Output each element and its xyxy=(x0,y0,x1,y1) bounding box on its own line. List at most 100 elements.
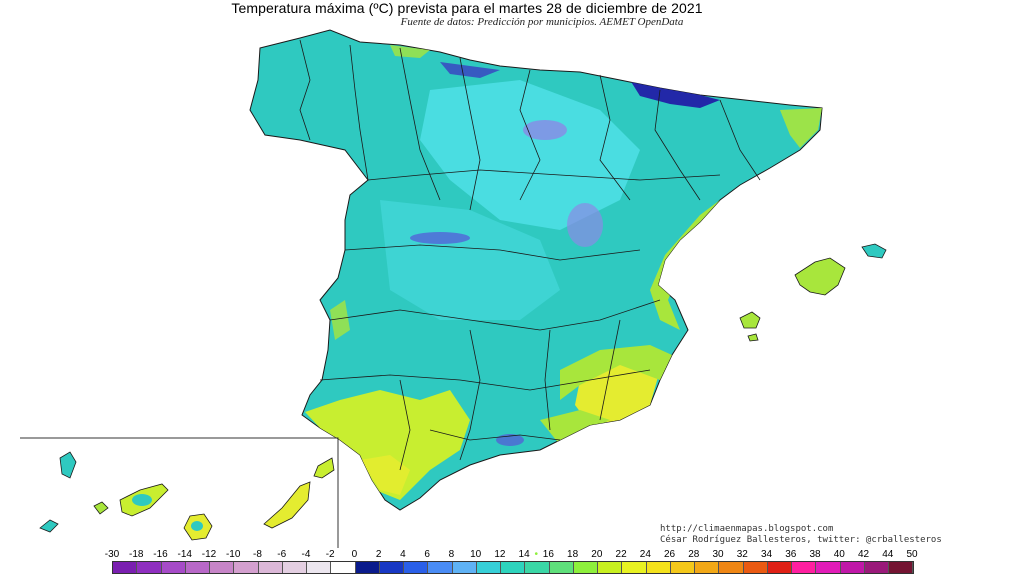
pyrenees-cold xyxy=(630,80,720,108)
legend-tick: 22 xyxy=(615,549,627,560)
legend-tick: -4 xyxy=(301,549,311,560)
island-formentera xyxy=(747,333,759,342)
legend-tick: -2 xyxy=(325,549,335,560)
canary-inset xyxy=(20,437,339,548)
legend-tick: 40 xyxy=(833,549,845,560)
legend-swatch xyxy=(258,562,283,573)
legend-swatch xyxy=(379,562,404,573)
legend-swatch xyxy=(282,562,307,573)
warm-zone-murcia-outer xyxy=(560,345,672,400)
cold-spot-iberico xyxy=(523,120,567,140)
legend-tick: 4 xyxy=(400,549,406,560)
legend-tick: -18 xyxy=(129,549,144,560)
legend-labels: -30 -18 -16 -14 -12 -10 -8 -6 -4 -2 0 2 4 6 8 10 12 14 16 1… xyxy=(0,549,1024,561)
legend-tick: -14 xyxy=(177,549,192,560)
legend-swatch xyxy=(452,562,477,573)
legend-tick: 28 xyxy=(688,549,700,560)
island-el-hierro xyxy=(39,519,59,533)
legend-tick: 16 xyxy=(542,549,554,560)
legend-swatch xyxy=(573,562,598,573)
legend-tick: 24 xyxy=(639,549,651,560)
map-title: Temperatura máxima (ºC) prevista para el… xyxy=(231,0,703,16)
legend-tick: 34 xyxy=(760,549,773,560)
legend-swatch xyxy=(185,562,210,573)
legend-tick: -8 xyxy=(253,549,262,560)
credit-url: http://climaenmapas.blogspot.com xyxy=(660,524,834,534)
island-ibiza xyxy=(739,311,761,329)
legend-swatch xyxy=(331,562,356,573)
legend-swatch xyxy=(598,562,623,573)
legend-swatch xyxy=(525,562,550,573)
legend-tick: -30 xyxy=(104,549,120,560)
legend-swatch xyxy=(840,562,865,573)
legend-swatch xyxy=(743,562,768,573)
island-lanzarote xyxy=(313,457,335,479)
warm-zone-andalucia xyxy=(305,390,470,500)
legend-tick: 36 xyxy=(785,549,797,560)
legend-tick: -16 xyxy=(153,549,168,560)
legend-swatch xyxy=(307,562,332,573)
legend-tick: 10 xyxy=(470,549,482,560)
warm-zone-huelva xyxy=(360,455,410,495)
legend-tick: 44 xyxy=(882,549,894,560)
legend-swatch xyxy=(646,562,671,573)
gran-canaria-interior xyxy=(191,521,203,531)
credit-author: César Rodríguez Ballesteros, twitter: @c… xyxy=(660,535,942,545)
credit-block: http://climaenmapas.blogspot.com César R… xyxy=(660,524,942,546)
legend-swatch xyxy=(234,562,259,573)
legend-color-bar xyxy=(112,561,914,574)
legend-tick: 30 xyxy=(712,549,724,560)
map-subtitle: Fuente de datos: Predicción por municipi… xyxy=(400,16,684,28)
legend-tick: -10 xyxy=(225,549,241,560)
island-mallorca xyxy=(794,257,846,296)
legend-tick: -6 xyxy=(277,549,287,560)
balearic-islands xyxy=(739,243,887,342)
legend-tick: 12 xyxy=(494,549,506,560)
legend-swatch xyxy=(549,562,574,573)
legend-swatch xyxy=(670,562,695,573)
legend-tick: 8 xyxy=(448,549,455,560)
legend-tick: 50 xyxy=(906,549,918,560)
cold-spot-central xyxy=(567,203,603,247)
cool-zone-north xyxy=(420,80,640,230)
legend-swatch xyxy=(767,562,792,573)
warm-zone-galicia xyxy=(330,300,350,340)
island-fuerteventura xyxy=(263,481,311,529)
legend-swatch xyxy=(137,562,162,573)
legend-swatch xyxy=(719,562,744,573)
legend-tick: 0 xyxy=(351,549,358,560)
island-la-palma xyxy=(59,451,77,479)
legend-marker: • xyxy=(534,549,538,560)
legend-swatch xyxy=(210,562,235,573)
inset-frame xyxy=(20,437,339,548)
cold-spot-gredos xyxy=(410,232,470,244)
legend-tick: -12 xyxy=(201,549,217,560)
peninsula xyxy=(249,29,823,511)
legend-swatch xyxy=(161,562,186,573)
legend-swatch xyxy=(476,562,501,573)
legend-tick: 2 xyxy=(375,549,382,560)
province-borders xyxy=(299,39,761,471)
legend-swatch xyxy=(816,562,841,573)
legend-swatch xyxy=(864,562,889,573)
legend-swatch xyxy=(501,562,526,573)
legend-swatch xyxy=(113,562,138,573)
legend-swatch xyxy=(428,562,453,573)
legend-tick: 14 xyxy=(518,549,530,560)
legend-tick: 6 xyxy=(424,549,430,560)
legend-tick: 18 xyxy=(567,549,579,560)
cantabrian-cold xyxy=(440,62,500,78)
legend-tick: 38 xyxy=(809,549,821,560)
warm-zone-almeria xyxy=(540,410,610,445)
legend-swatch xyxy=(355,562,380,573)
legend-tick: 42 xyxy=(857,549,870,560)
legend-tick: 32 xyxy=(736,549,748,560)
legend-swatch xyxy=(695,562,720,573)
island-la-gomera xyxy=(93,501,109,515)
legend-tick: 20 xyxy=(591,549,603,560)
legend-tick: 26 xyxy=(664,549,676,560)
legend-swatch xyxy=(889,562,914,573)
legend-swatch xyxy=(404,562,429,573)
legend-swatch xyxy=(792,562,817,573)
